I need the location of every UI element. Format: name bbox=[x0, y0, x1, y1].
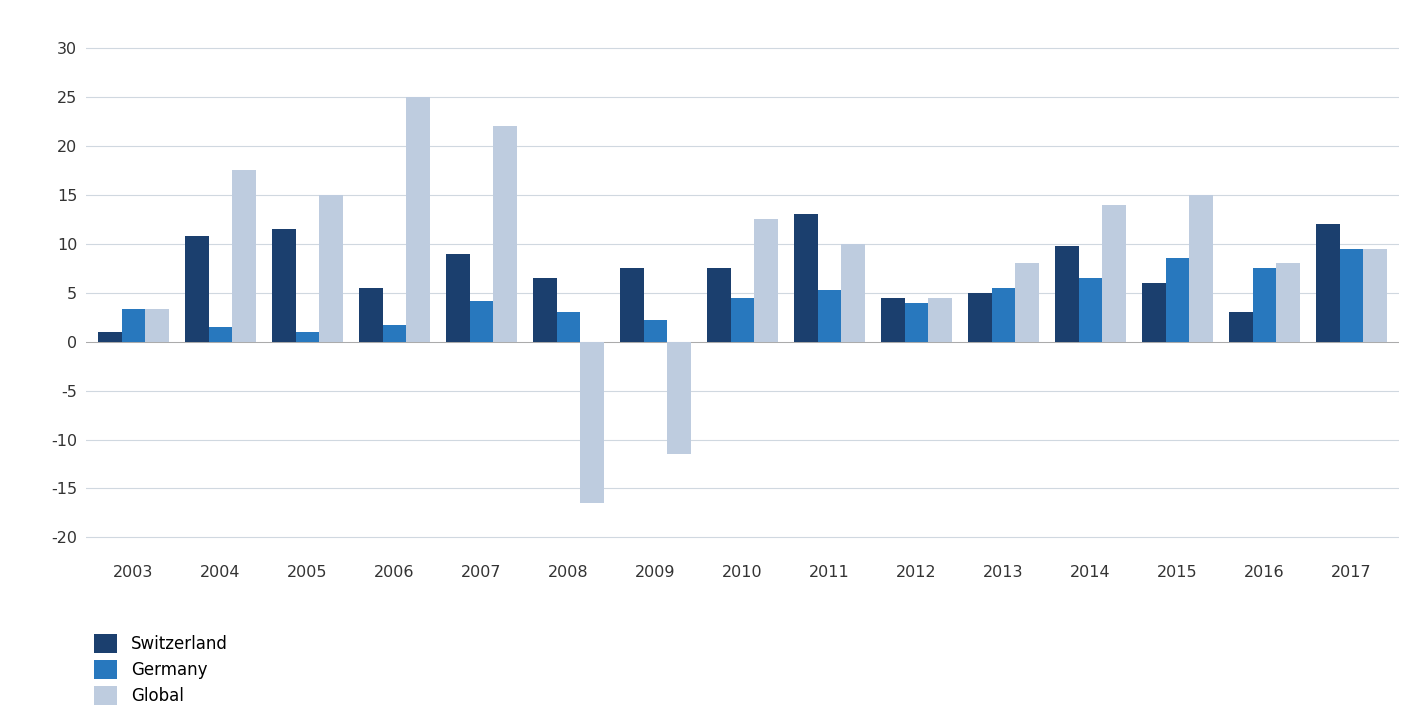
Bar bbox=[208, 327, 233, 342]
Bar bbox=[754, 219, 778, 342]
Bar bbox=[1339, 248, 1364, 342]
Bar bbox=[928, 298, 952, 342]
Bar bbox=[360, 288, 383, 342]
Bar bbox=[794, 214, 818, 342]
Bar bbox=[533, 278, 557, 342]
Bar bbox=[1078, 278, 1102, 342]
Bar bbox=[818, 290, 841, 342]
Legend: Switzerland, Germany, Global: Switzerland, Germany, Global bbox=[94, 634, 227, 705]
Bar bbox=[146, 309, 169, 342]
Bar bbox=[383, 325, 407, 342]
Bar bbox=[233, 171, 256, 342]
Bar bbox=[99, 332, 121, 342]
Bar bbox=[841, 243, 865, 342]
Bar bbox=[881, 298, 905, 342]
Bar bbox=[968, 293, 992, 342]
Bar bbox=[493, 126, 517, 342]
Bar bbox=[121, 309, 146, 342]
Bar bbox=[1277, 263, 1299, 342]
Bar bbox=[1165, 258, 1190, 342]
Bar bbox=[470, 301, 493, 342]
Bar bbox=[407, 97, 430, 342]
Bar bbox=[1364, 248, 1387, 342]
Bar bbox=[447, 253, 470, 342]
Bar bbox=[620, 268, 644, 342]
Bar bbox=[731, 298, 754, 342]
Bar bbox=[667, 342, 691, 454]
Bar bbox=[273, 229, 296, 342]
Bar bbox=[1317, 224, 1339, 342]
Bar bbox=[905, 303, 928, 342]
Bar bbox=[1252, 268, 1277, 342]
Bar bbox=[1230, 312, 1252, 342]
Bar bbox=[186, 236, 208, 342]
Bar bbox=[557, 312, 580, 342]
Bar bbox=[1055, 246, 1078, 342]
Bar bbox=[1142, 283, 1165, 342]
Bar bbox=[992, 288, 1015, 342]
Bar bbox=[320, 195, 343, 342]
Bar bbox=[1190, 195, 1212, 342]
Bar bbox=[1015, 263, 1038, 342]
Bar bbox=[580, 342, 604, 503]
Bar bbox=[644, 320, 667, 342]
Bar bbox=[1102, 205, 1125, 342]
Bar bbox=[296, 332, 320, 342]
Bar bbox=[707, 268, 731, 342]
